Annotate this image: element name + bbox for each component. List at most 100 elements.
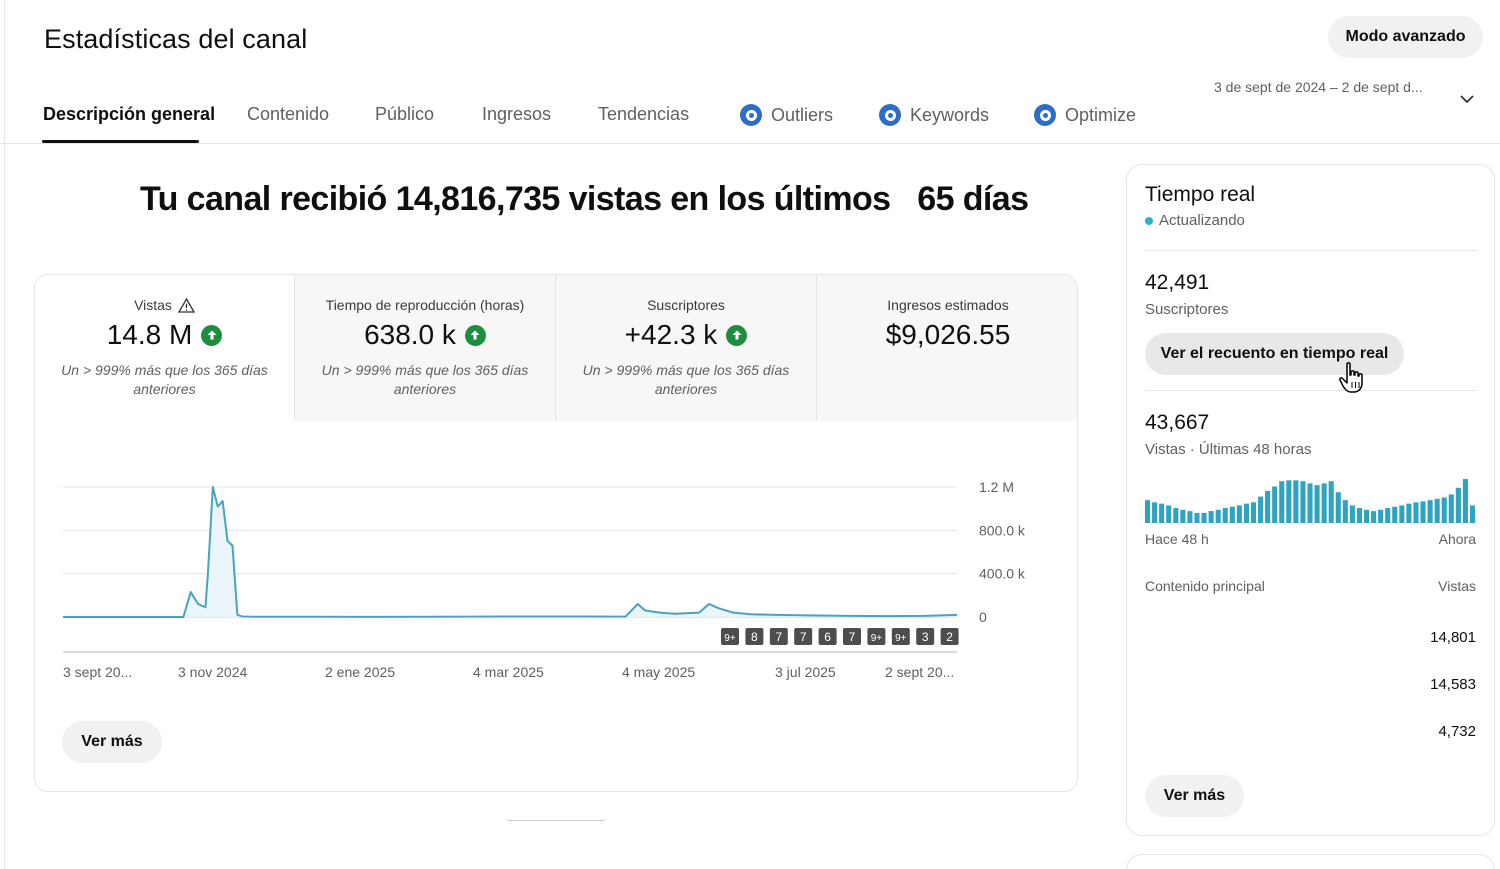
metric-card-ingresos[interactable]: Ingresos estimados $9,026.55: [817, 275, 1077, 421]
realtime-bar[interactable]: [1335, 492, 1341, 523]
metric-card-tiempo-reproduccion[interactable]: Tiempo de reproducción (horas) 638.0 k U…: [295, 275, 556, 421]
tab-tendencias[interactable]: Tendencias: [598, 104, 689, 125]
tab-descripcion-general[interactable]: Descripción general: [43, 104, 215, 125]
content-marker[interactable]: 8: [745, 628, 764, 645]
extension-icon: [1034, 104, 1056, 126]
realtime-bar[interactable]: [1145, 500, 1151, 523]
realtime-bar[interactable]: [1434, 498, 1440, 523]
realtime-bar[interactable]: [1286, 480, 1292, 523]
divider: [1145, 390, 1477, 391]
overview-card: Vistas 14.8 M Un > 999% más que los 365 …: [34, 274, 1078, 792]
content-marker[interactable]: 6: [818, 628, 837, 645]
realtime-bar[interactable]: [1356, 508, 1362, 523]
realtime-bar[interactable]: [1201, 512, 1207, 523]
live-dot-icon: [1145, 216, 1153, 225]
realtime-bar[interactable]: [1349, 505, 1355, 523]
realtime-bar[interactable]: [1152, 502, 1158, 523]
metric-value: $9,026.55: [885, 319, 1011, 350]
realtime-bar[interactable]: [1406, 503, 1412, 523]
content-marker[interactable]: 2: [940, 628, 959, 645]
realtime-bar[interactable]: [1399, 505, 1405, 523]
tab-ingresos[interactable]: Ingresos: [482, 104, 551, 125]
tab-publico[interactable]: Público: [375, 104, 434, 125]
realtime-bar[interactable]: [1279, 481, 1285, 523]
chevron-down-icon[interactable]: [1458, 90, 1476, 108]
realtime-bar[interactable]: [1314, 485, 1320, 523]
tab-keywords[interactable]: Keywords: [879, 104, 989, 126]
metric-label: Vistas: [134, 297, 172, 313]
realtime-bar[interactable]: [1272, 486, 1278, 523]
x-tick-label: 4 may 2025: [622, 664, 695, 680]
live-count-button[interactable]: Ver el recuento en tiempo real: [1145, 333, 1404, 375]
content-marker[interactable]: 9+: [721, 628, 739, 645]
content-marker[interactable]: 7: [769, 628, 788, 645]
advanced-mode-button[interactable]: Modo avanzado: [1328, 16, 1483, 58]
realtime-bar[interactable]: [1371, 511, 1377, 523]
arrow-up-icon: [464, 324, 486, 346]
headline-days[interactable]: 65 días: [917, 180, 1029, 218]
metric-card-suscriptores[interactable]: Suscriptores +42.3 k Un > 999% más que l…: [556, 275, 817, 421]
realtime-bar[interactable]: [1194, 512, 1200, 523]
top-content-views-value[interactable]: 14,583: [1430, 676, 1476, 693]
x-tick-label: 2 sept 20...: [885, 664, 954, 680]
realtime-bar[interactable]: [1385, 508, 1391, 523]
page-title: Estadísticas del canal: [44, 24, 308, 54]
metric-value: 638.0 k: [364, 319, 456, 350]
realtime-bar[interactable]: [1215, 509, 1221, 523]
realtime-bar[interactable]: [1321, 483, 1327, 523]
realtime-bar[interactable]: [1328, 481, 1334, 523]
content-marker[interactable]: 7: [843, 628, 861, 645]
realtime-bar[interactable]: [1265, 490, 1271, 523]
realtime-bar[interactable]: [1363, 509, 1370, 523]
content-marker[interactable]: 9+: [867, 628, 886, 645]
tab-label: Contenido: [247, 104, 330, 124]
realtime-bar[interactable]: [1258, 496, 1264, 523]
content-marker[interactable]: 9+: [891, 628, 910, 645]
top-content-views-value[interactable]: 14,801: [1430, 629, 1476, 646]
metric-card-vistas[interactable]: Vistas 14.8 M Un > 999% más que los 365 …: [35, 275, 295, 421]
realtime-bar[interactable]: [1420, 501, 1426, 523]
realtime-bar[interactable]: [1307, 483, 1313, 523]
realtime-bar[interactable]: [1293, 480, 1299, 523]
tab-label: Descripción general: [43, 104, 216, 124]
realtime-see-more-button[interactable]: Ver más: [1145, 775, 1244, 817]
top-content-views-header: Vistas: [1438, 578, 1476, 594]
x-tick-label: 3 jul 2025: [775, 664, 836, 680]
realtime-bar[interactable]: [1392, 506, 1398, 523]
realtime-bar[interactable]: [1180, 509, 1186, 523]
views-series-line[interactable]: [63, 486, 958, 618]
realtime-bar[interactable]: [1166, 505, 1172, 523]
views-line-chart[interactable]: 1.2 M 800.0 k 400.0 k 0 9+ 8 7 7 6 7 9+ 9+ 3 2 3 sept …: [35, 421, 1078, 681]
realtime-views-label: Vistas · Últimas 48 horas: [1145, 441, 1312, 458]
realtime-bar[interactable]: [1455, 487, 1461, 523]
date-range-selector[interactable]: 3 de sept de 2024 – 2 de sept d...: [1214, 79, 1423, 95]
top-content-views-value[interactable]: 4,732: [1438, 723, 1476, 740]
realtime-bar[interactable]: [1243, 503, 1249, 523]
realtime-bar[interactable]: [1462, 479, 1468, 523]
tab-contenido[interactable]: Contenido: [247, 104, 329, 125]
realtime-bar[interactable]: [1469, 505, 1476, 523]
see-more-button[interactable]: Ver más: [62, 721, 162, 763]
realtime-status: Actualizando: [1145, 212, 1245, 229]
realtime-views-bar-chart[interactable]: [1145, 479, 1477, 523]
realtime-bar[interactable]: [1187, 511, 1193, 523]
realtime-bar[interactable]: [1413, 502, 1419, 523]
realtime-bar[interactable]: [1441, 497, 1447, 523]
realtime-bar[interactable]: [1342, 500, 1348, 523]
realtime-bar[interactable]: [1448, 494, 1454, 523]
realtime-bar[interactable]: [1208, 511, 1214, 523]
realtime-bar[interactable]: [1300, 481, 1306, 523]
realtime-bar[interactable]: [1378, 509, 1384, 523]
content-marker[interactable]: 7: [794, 628, 813, 645]
realtime-bar[interactable]: [1222, 508, 1228, 523]
realtime-bar[interactable]: [1173, 508, 1179, 523]
tab-label: Keywords: [910, 104, 990, 125]
realtime-bar[interactable]: [1427, 500, 1433, 523]
content-marker[interactable]: 3: [916, 628, 935, 645]
realtime-bar[interactable]: [1250, 502, 1257, 523]
tab-optimize[interactable]: Optimize: [1034, 104, 1136, 126]
realtime-bar[interactable]: [1236, 505, 1242, 523]
tab-outliers[interactable]: Outliers: [740, 104, 833, 126]
realtime-bar[interactable]: [1159, 503, 1165, 523]
realtime-bar[interactable]: [1229, 506, 1235, 523]
